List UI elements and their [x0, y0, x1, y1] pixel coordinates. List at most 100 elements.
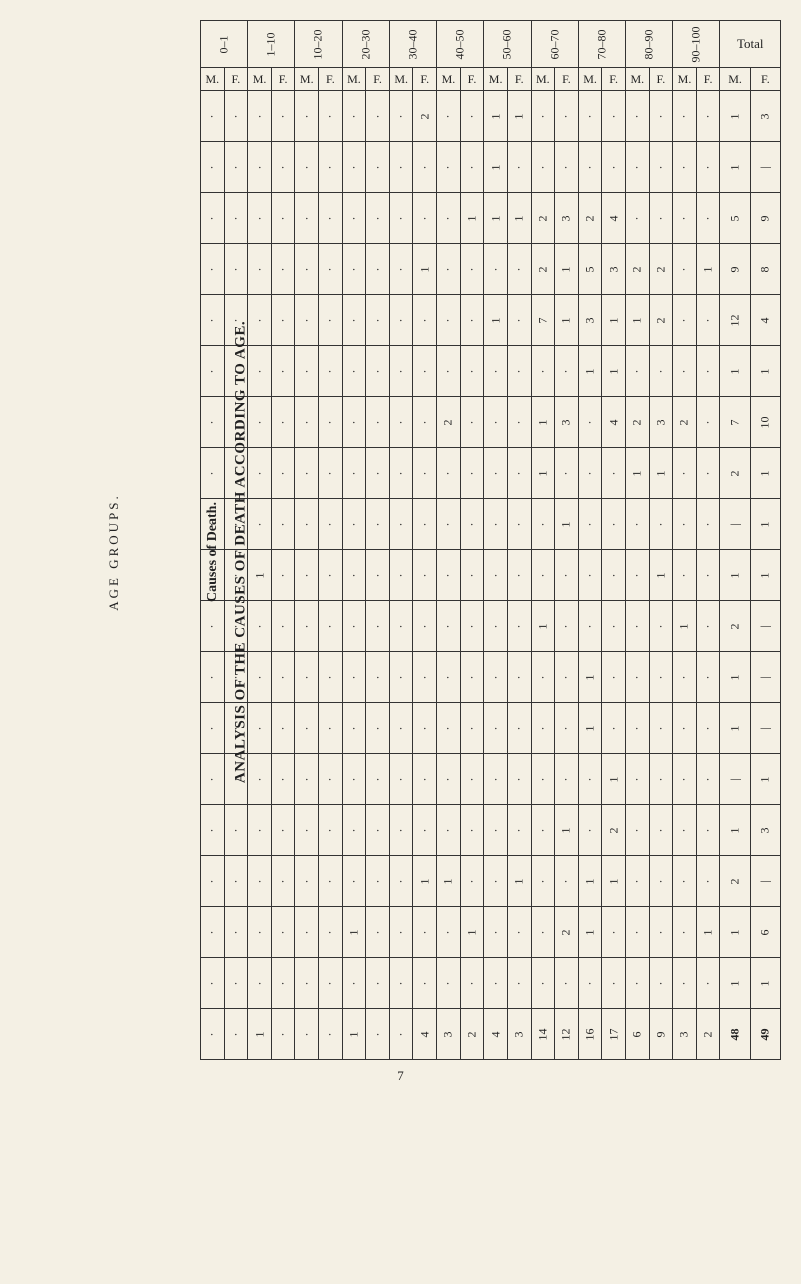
- data-cell: ·: [366, 295, 390, 346]
- data-cell: ·: [271, 958, 295, 1009]
- data-cell: ·: [389, 601, 413, 652]
- data-cell: ·: [673, 754, 697, 805]
- data-cell: ·: [602, 550, 626, 601]
- data-cell: ·: [696, 805, 720, 856]
- data-cell: ·: [271, 550, 295, 601]
- data-cell: ·: [673, 703, 697, 754]
- data-cell: ·: [578, 499, 602, 550]
- data-cell: ·: [342, 244, 366, 295]
- data-cell: ·: [578, 91, 602, 142]
- column-total-cell: 2: [696, 1009, 720, 1060]
- data-cell: ·: [437, 652, 461, 703]
- data-cell: ·: [201, 805, 225, 856]
- data-cell: ·: [342, 754, 366, 805]
- data-cell: ·: [696, 499, 720, 550]
- data-cell: ·: [342, 295, 366, 346]
- data-cell: ·: [696, 142, 720, 193]
- data-cell: 3: [555, 193, 579, 244]
- data-cell: ·: [507, 703, 531, 754]
- data-cell: ·: [437, 958, 461, 1009]
- data-cell: ·: [413, 295, 437, 346]
- data-cell: ·: [248, 91, 272, 142]
- data-cell: ·: [271, 397, 295, 448]
- row-total-cell: |: [720, 754, 750, 805]
- grand-total-cell: 48: [720, 1009, 750, 1060]
- row-total-cell: 1: [720, 652, 750, 703]
- data-cell: 1: [578, 703, 602, 754]
- data-cell: ·: [460, 958, 484, 1009]
- sex-label: M.: [437, 68, 461, 91]
- sex-label: M.: [720, 68, 750, 91]
- sex-label: M.: [295, 68, 319, 91]
- data-cell: ·: [531, 856, 555, 907]
- data-cell: 2: [625, 397, 649, 448]
- data-cell: ·: [389, 652, 413, 703]
- data-cell: 1: [413, 244, 437, 295]
- data-cell: ·: [437, 907, 461, 958]
- sex-label: F.: [649, 68, 673, 91]
- data-cell: ·: [649, 805, 673, 856]
- data-cell: ·: [295, 550, 319, 601]
- data-cell: 1: [555, 244, 579, 295]
- data-cell: ·: [271, 448, 295, 499]
- data-cell: 1: [531, 448, 555, 499]
- data-cell: ·: [319, 91, 343, 142]
- data-cell: ·: [484, 397, 508, 448]
- data-cell: 2: [437, 397, 461, 448]
- row-total-cell: 1: [750, 550, 780, 601]
- total-header: Total: [720, 21, 781, 68]
- data-cell: ·: [578, 142, 602, 193]
- data-cell: ·: [531, 703, 555, 754]
- data-cell: ·: [555, 754, 579, 805]
- data-cell: 1: [484, 193, 508, 244]
- data-cell: ·: [555, 652, 579, 703]
- data-cell: ·: [578, 805, 602, 856]
- row-total-cell: 10: [750, 397, 780, 448]
- data-cell: ·: [602, 652, 626, 703]
- data-cell: ·: [342, 550, 366, 601]
- data-cell: ·: [696, 652, 720, 703]
- data-cell: 1: [460, 193, 484, 244]
- data-cell: ·: [389, 499, 413, 550]
- data-cell: 2: [531, 244, 555, 295]
- data-cell: ·: [224, 856, 248, 907]
- data-cell: ·: [389, 958, 413, 1009]
- data-cell: ·: [460, 703, 484, 754]
- sex-label: F.: [696, 68, 720, 91]
- row-total-cell: 2: [720, 856, 750, 907]
- data-cell: 1: [248, 550, 272, 601]
- data-cell: ·: [366, 652, 390, 703]
- data-cell: ·: [248, 448, 272, 499]
- sex-label: M.: [248, 68, 272, 91]
- data-cell: ·: [507, 907, 531, 958]
- data-cell: ·: [531, 550, 555, 601]
- data-cell: 1: [484, 142, 508, 193]
- row-total-cell: 1: [750, 754, 780, 805]
- data-cell: ·: [201, 193, 225, 244]
- data-cell: ·: [366, 856, 390, 907]
- data-cell: ·: [342, 958, 366, 1009]
- data-cell: ·: [224, 805, 248, 856]
- data-cell: ·: [413, 550, 437, 601]
- row-total-cell: 1: [720, 550, 750, 601]
- data-cell: ·: [413, 142, 437, 193]
- data-cell: ·: [319, 703, 343, 754]
- causes-column-title: Causes of Death.: [205, 502, 221, 602]
- data-cell: ·: [342, 601, 366, 652]
- data-cell: ·: [295, 91, 319, 142]
- data-cell: ·: [366, 703, 390, 754]
- data-cell: ·: [319, 295, 343, 346]
- data-cell: ·: [625, 703, 649, 754]
- data-cell: ·: [555, 142, 579, 193]
- data-cell: ·: [531, 805, 555, 856]
- column-total-cell: 14: [531, 1009, 555, 1060]
- data-cell: ·: [319, 754, 343, 805]
- data-cell: ·: [460, 601, 484, 652]
- data-cell: ·: [507, 295, 531, 346]
- data-cell: ·: [319, 397, 343, 448]
- data-cell: 1: [578, 652, 602, 703]
- data-cell: ·: [319, 805, 343, 856]
- data-cell: ·: [295, 958, 319, 1009]
- data-cell: ·: [437, 346, 461, 397]
- data-cell: ·: [342, 193, 366, 244]
